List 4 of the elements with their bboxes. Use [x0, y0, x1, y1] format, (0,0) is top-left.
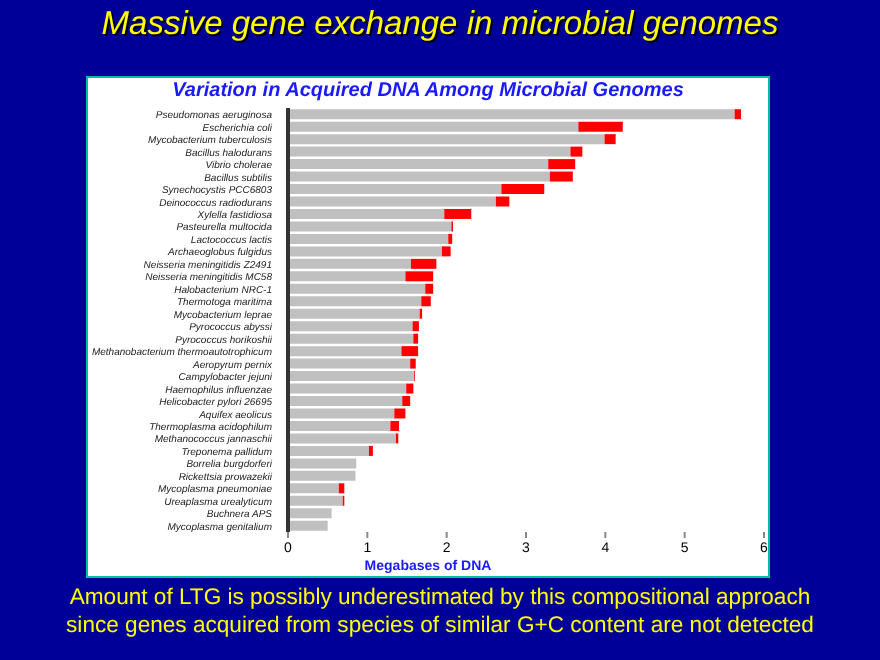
- chart-subtitle: Variation in Acquired DNA Among Microbial Genomes: [170, 80, 686, 102]
- chart-title: Massive gene exchange in microbial genomes: [99, 6, 781, 44]
- text: Amount of LTG is possibly underestimated by this compositional approach since genes acquired from species of similar G+C content are not detected: [64, 584, 816, 640]
- bar: [734, 109, 741, 120]
